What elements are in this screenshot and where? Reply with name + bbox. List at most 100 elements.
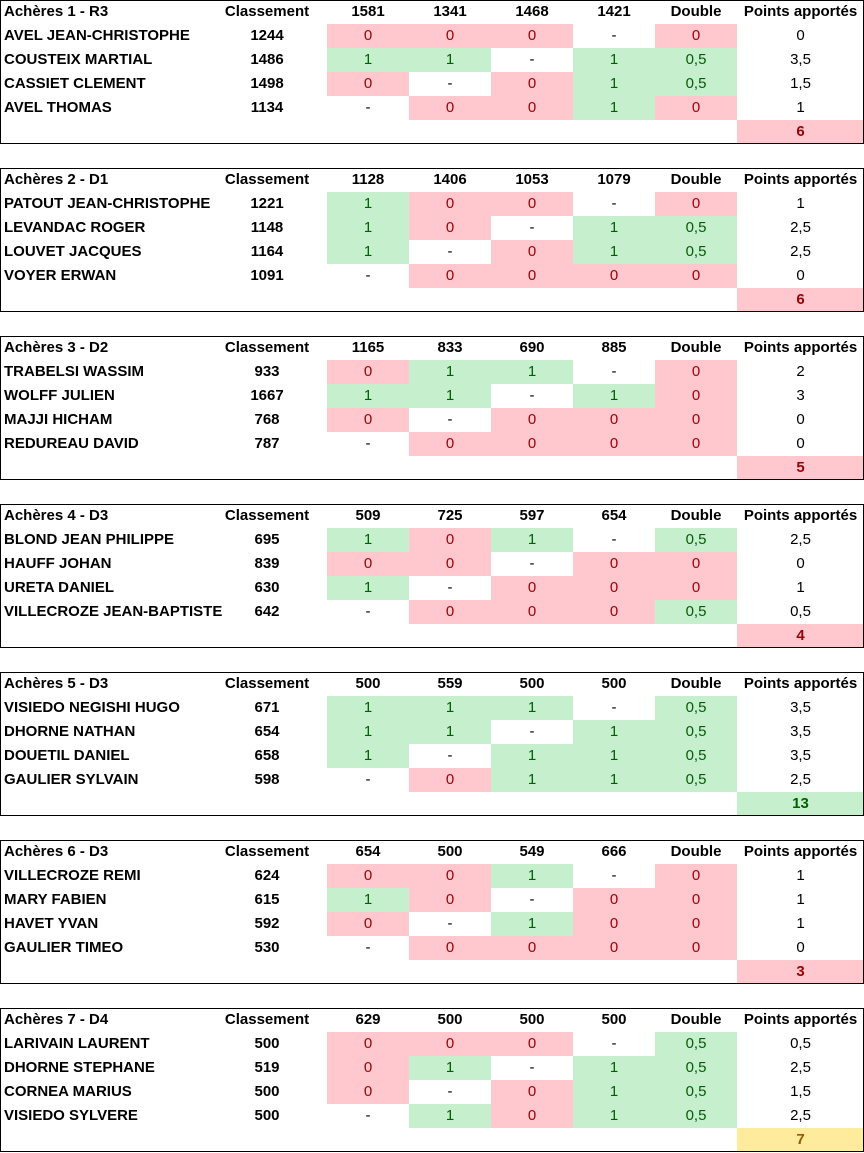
match-result-cell: 0 [409,936,491,960]
opponent-ranking-header: 1341 [433,3,467,20]
match-result-cell: 1 [573,96,655,120]
double-result-cell: 0 [655,24,737,48]
opponent-ranking-header: 885 [601,339,627,356]
match-result-cell: 1 [327,576,409,600]
player-name: VILLECROZE REMI [4,867,141,884]
team-total-row: 7 [0,1128,864,1152]
player-row: TRABELSI WASSIM 933 0 1 1-0 2 [0,360,864,384]
team-title: Achères 4 - D3 [4,507,109,524]
classement-header: Classement [224,675,310,692]
opponent-ranking-header: 666 [601,843,627,860]
opponent-ranking-header: 549 [519,843,545,860]
points-cell: 0 [796,939,805,956]
double-result-cell: 0,5 [655,72,737,96]
team-total-row: 4 [0,624,864,648]
match-result-cell: 0 [491,936,573,960]
player-row: HAVET YVAN 592 0-1 0 0 1 [0,912,864,936]
opponent-ranking-header: 500 [519,1011,545,1028]
player-name: DHORNE NATHAN [4,723,136,740]
match-result-cell: 1 [327,696,409,720]
match-result-cell: 0 [327,360,409,384]
match-result-cell: 1 [327,48,409,72]
points-cell: 3,5 [790,51,811,68]
player-row: COUSTEIX MARTIAL 1486 1 1-1 0,5 3,5 [0,48,864,72]
points-cell: 3 [796,387,805,404]
match-result-cell: - [447,411,453,428]
double-result-cell: 0,5 [655,600,737,624]
double-result-cell: 0 [655,576,737,600]
player-row: VISIEDO SYLVERE 500-1 0 1 0,5 2,5 [0,1104,864,1128]
match-result-cell: 1 [409,384,491,408]
player-row: GAULIER TIMEO 530-0 0 0 0 0 [0,936,864,960]
match-result-cell: - [365,99,371,116]
match-result-cell: 1 [409,48,491,72]
player-row: VILLECROZE REMI 624 0 0 1-0 1 [0,864,864,888]
player-row: LARIVAIN LAURENT 500 0 0 0-0,5 0,5 [0,1032,864,1056]
match-result-cell: 1 [573,720,655,744]
opponent-ranking-header: 500 [519,675,545,692]
opponent-ranking-header: 500 [437,1011,463,1028]
player-name: DOUETIL DANIEL [4,747,130,764]
player-row: VOYER ERWAN 1091-0 0 0 0 0 [0,264,864,288]
match-result-cell: 0 [409,192,491,216]
match-result-cell: - [447,747,453,764]
team-block: Achères 7 - D4 Classement 629 500 500 500 Doub… [0,1008,864,1152]
match-result-cell: 1 [327,240,409,264]
player-ranking: 530 [254,939,280,956]
double-result-cell: 0 [655,264,737,288]
player-row: CORNEA MARIUS 500 0-0 1 0,5 1,5 [0,1080,864,1104]
match-result-cell: 0 [409,768,491,792]
classement-header: Classement [224,339,310,356]
player-row: MAJJI HICHAM 768 0-0 0 0 0 [0,408,864,432]
player-name: MAJJI HICHAM [4,411,113,428]
match-result-cell: 1 [327,888,409,912]
player-ranking: 1221 [250,195,284,212]
points-cell: 1,5 [790,1083,811,1100]
player-name: LEVANDAC ROGER [4,219,146,236]
player-ranking: 1091 [250,267,284,284]
team-total: 13 [737,792,864,816]
player-name: LARIVAIN LAURENT [4,1035,150,1052]
points-cell: 0 [796,267,805,284]
points-cell: 2,5 [790,1059,811,1076]
player-name: AVEL JEAN-CHRISTOPHE [4,27,190,44]
player-name: HAUFF JOHAN [4,555,112,572]
match-result-cell: 0 [327,552,409,576]
match-result-cell: 0 [327,1080,409,1104]
player-row: PATOUT JEAN-CHRISTOPHE 1221 1 0 0-0 1 [0,192,864,216]
match-result-cell: 0 [573,600,655,624]
opponent-ranking-header: 690 [519,339,545,356]
player-ranking: 1134 [250,99,284,116]
player-row: GAULIER SYLVAIN 598-0 1 1 0,5 2,5 [0,768,864,792]
double-result-cell: 0 [655,936,737,960]
player-name: GAULIER TIMEO [4,939,124,956]
player-ranking: 1486 [250,51,284,68]
team-title: Achères 5 - D3 [4,675,109,692]
match-result-cell: 1 [573,216,655,240]
match-result-cell: 1 [327,720,409,744]
match-result-cell: 0 [327,1032,409,1056]
team-header-row: Achères 3 - D2 Classement 1165 833 690 885 Dou… [0,336,864,360]
match-result-cell: 1 [491,744,573,768]
player-name: MARY FABIEN [4,891,107,908]
match-result-cell: 0 [491,1104,573,1128]
double-result-cell: 0 [655,552,737,576]
double-result-cell: 0,5 [655,768,737,792]
points-header: Points apportés [743,507,858,524]
team-block: Achères 2 - D1 Classement 1128 1406 1053 1079… [0,168,864,312]
match-result-cell: 1 [327,384,409,408]
double-result-cell: 0,5 [655,240,737,264]
player-ranking: 839 [254,555,280,572]
player-ranking: 1164 [250,243,284,260]
match-result-cell: 0 [573,432,655,456]
match-result-cell: 1 [409,360,491,384]
team-total: 6 [737,288,864,312]
double-result-cell: 0 [655,384,737,408]
match-result-cell: - [529,555,535,572]
match-result-cell: - [365,771,371,788]
points-cell: 1,5 [790,75,811,92]
points-header: Points apportés [743,339,858,356]
match-result-cell: 0 [491,600,573,624]
player-row: VISIEDO NEGISHI HUGO 671 1 1 1-0,5 3,5 [0,696,864,720]
match-result-cell: 0 [409,1032,491,1056]
